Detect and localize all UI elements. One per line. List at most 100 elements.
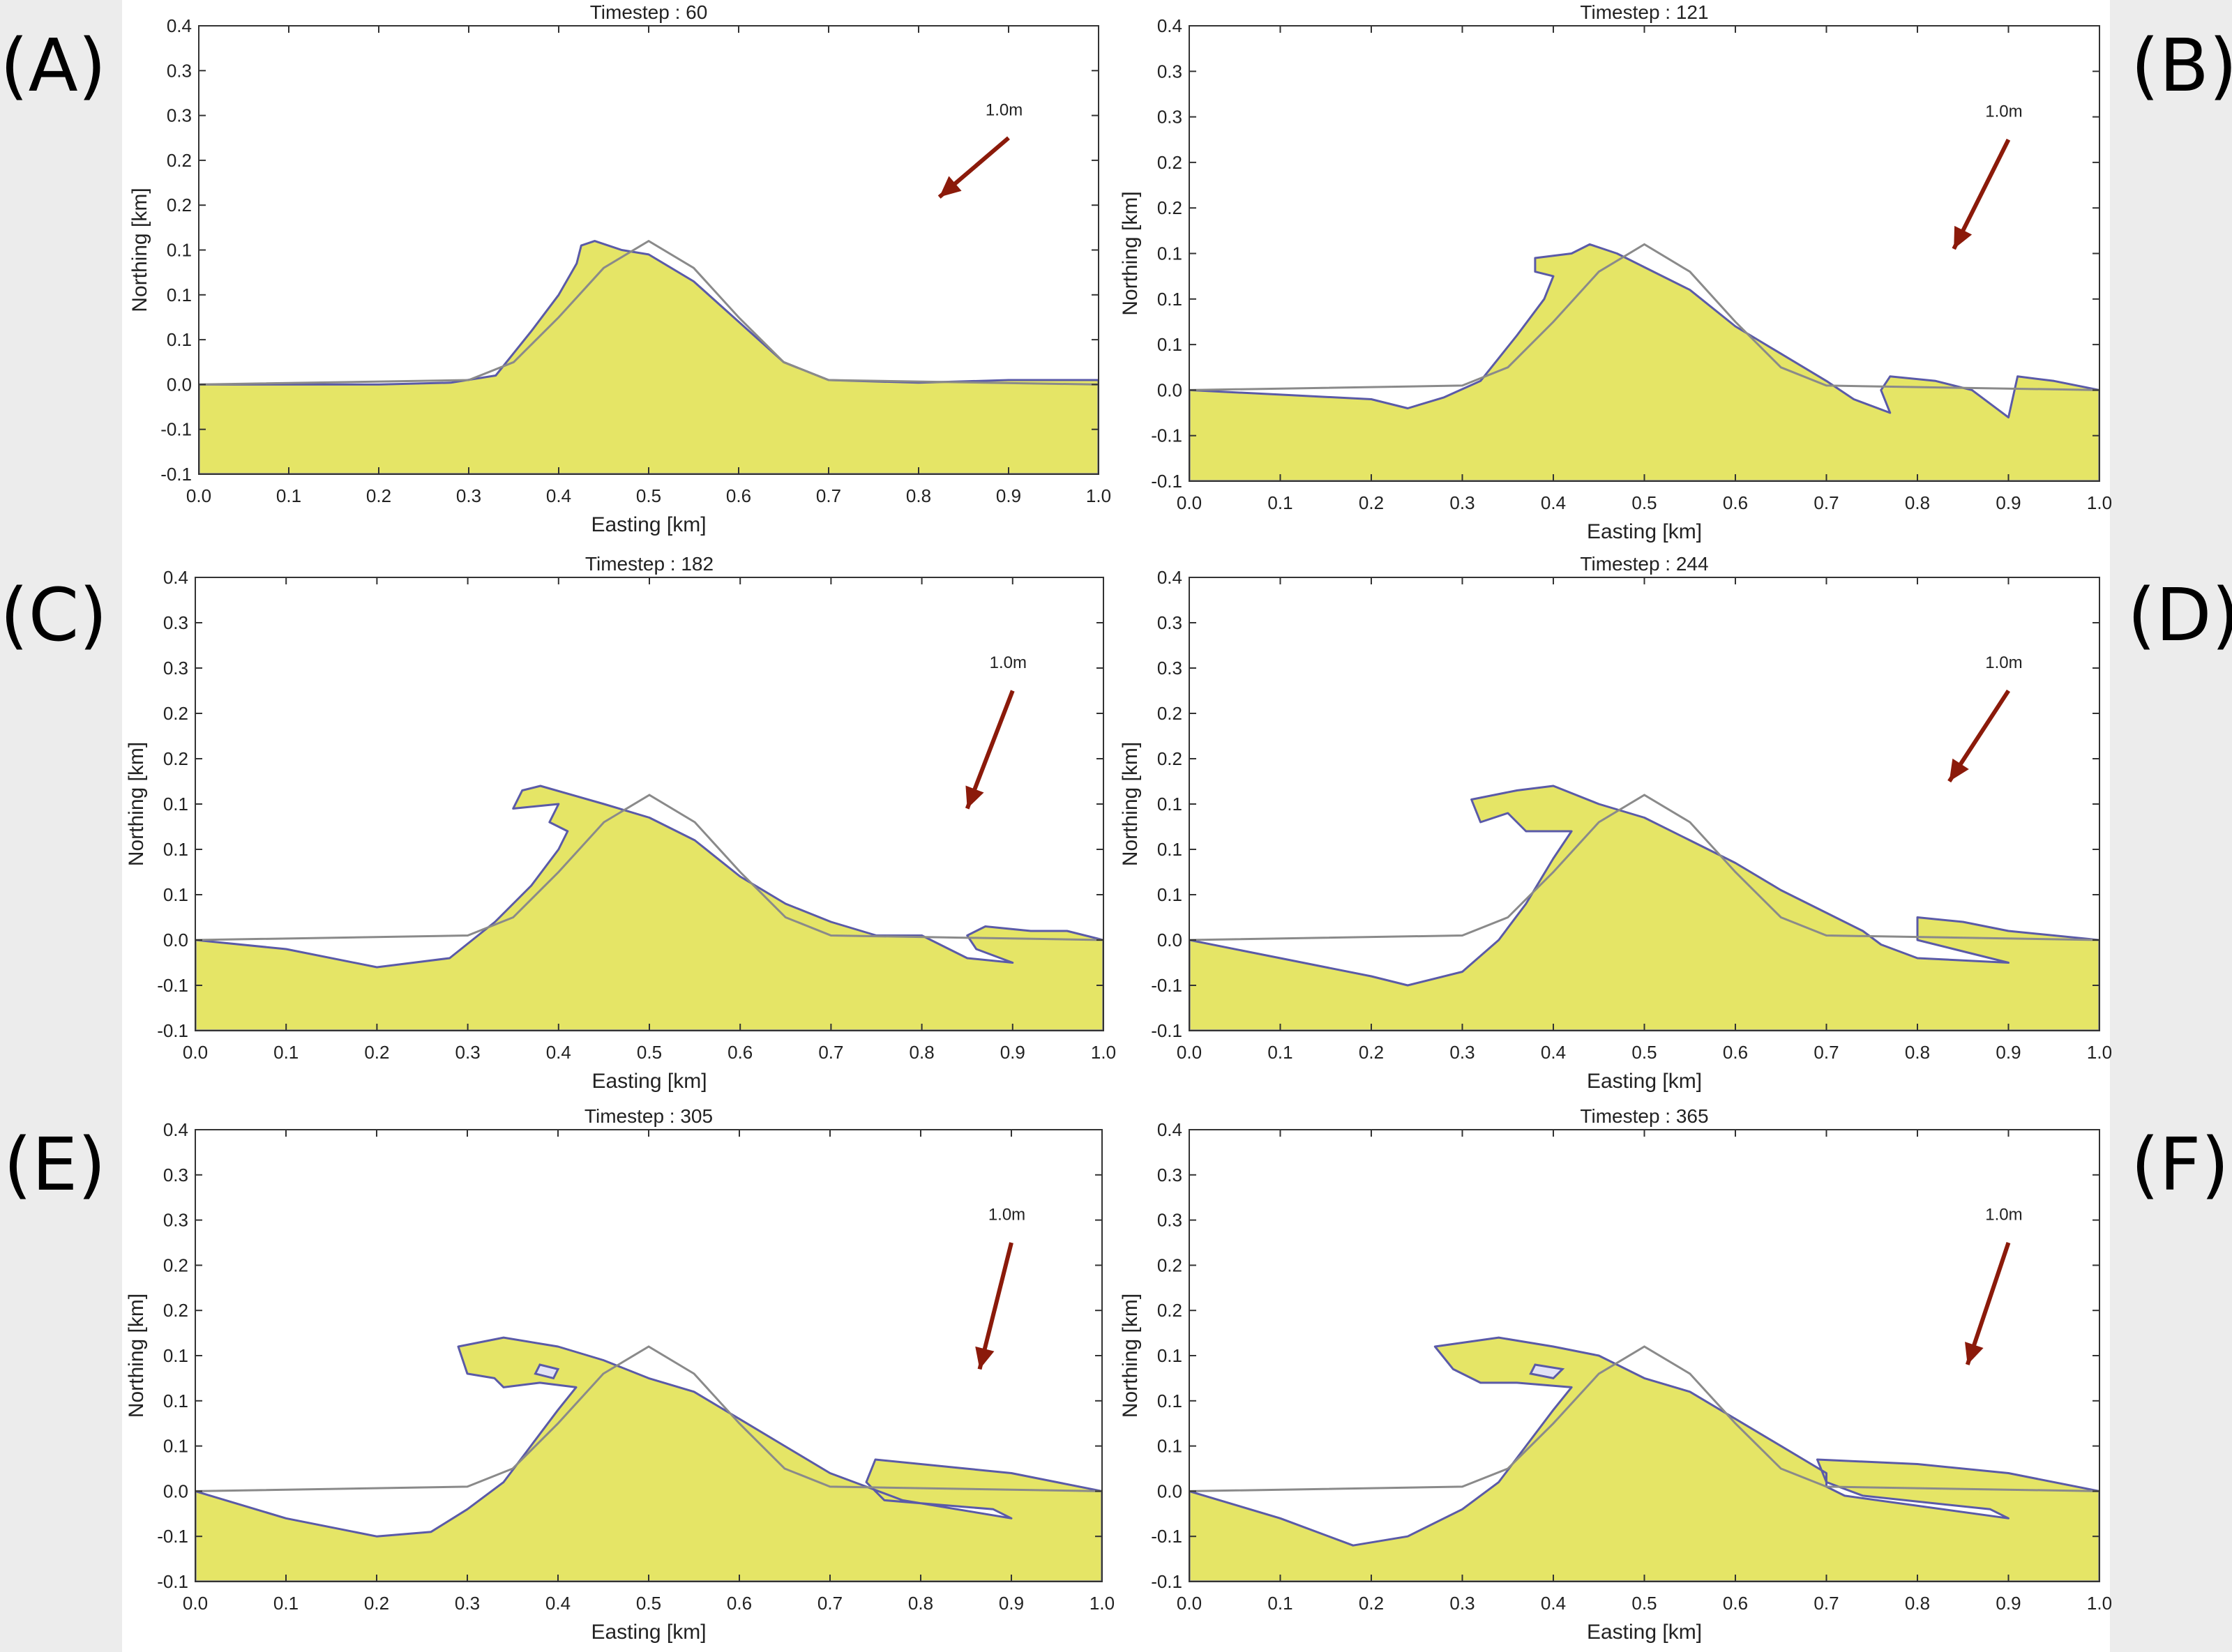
x-axis-label: Easting [km] <box>591 513 706 536</box>
y-axis-label: Northing [km] <box>1119 1294 1142 1418</box>
x-tick-label: 0.4 <box>1541 1042 1566 1063</box>
y-tick-label: 0.2 <box>1157 1255 1182 1275</box>
y-tick-label: 0.0 <box>1157 379 1182 400</box>
x-tick-label: 0.5 <box>636 1593 661 1614</box>
x-tick-label: 0.5 <box>637 1042 662 1063</box>
x-axis-label: Easting [km] <box>1587 1070 1702 1093</box>
x-tick-label: 0.4 <box>546 1042 571 1063</box>
y-tick-label: 0.1 <box>163 1436 188 1457</box>
plot-area <box>1189 243 2099 481</box>
y-tick-label: 0.2 <box>163 703 188 724</box>
y-tick-label: 0.1 <box>163 1345 188 1366</box>
x-tick-label: 0.8 <box>910 1042 935 1063</box>
y-tick-label: 0.1 <box>167 240 192 261</box>
y-tick-label: 0.3 <box>167 105 192 126</box>
y-tick-label: 0.1 <box>1157 334 1182 355</box>
y-tick-label: 0.4 <box>1157 567 1182 588</box>
chart-panel: 0.0 0.1 0.2 0.3 0.4 0.5 0.6 0.7 0.8 0.9 1.0 -0.1 -0.… <box>125 1105 1115 1644</box>
y-tick-label: -0.1 <box>157 1020 188 1041</box>
x-tick-label: 0.0 <box>1177 1593 1202 1614</box>
y-tick-label: 0.1 <box>163 1390 188 1411</box>
x-tick-label: 0.6 <box>1723 1042 1748 1063</box>
y-tick-label: 0.1 <box>1157 884 1182 905</box>
water-body <box>195 785 1103 1031</box>
x-tick-label: 1.0 <box>1089 1593 1115 1614</box>
x-tick-label: 0.1 <box>1267 1593 1292 1614</box>
x-axis-label: Easting [km] <box>591 1621 706 1644</box>
chart-panel: 0.0 0.1 0.2 0.3 0.4 0.5 0.6 0.7 0.8 0.9 1.0 -0.1 -0.… <box>1119 553 2112 1093</box>
x-tick-label: 0.7 <box>1814 492 1839 513</box>
y-tick-label: 0.1 <box>163 884 188 905</box>
x-tick-label: 0.9 <box>996 485 1021 506</box>
y-tick-label: -0.1 <box>157 1571 188 1592</box>
y-tick-label: 0.3 <box>167 60 192 81</box>
chart-title: Timestep : 365 <box>1580 1105 1708 1127</box>
x-tick-label: 0.1 <box>273 1593 299 1614</box>
y-tick-label: 0.1 <box>1157 243 1182 264</box>
air-pocket <box>534 1363 560 1380</box>
scale-label: 1.0m <box>1985 1206 2022 1225</box>
y-tick-label: 0.4 <box>167 15 192 36</box>
y-tick-label: 0.2 <box>167 150 192 171</box>
y-tick-label: 0.3 <box>163 658 188 679</box>
y-tick-label: 0.4 <box>1157 15 1182 36</box>
x-tick-label: 0.0 <box>1177 492 1202 513</box>
y-tick-label: 0.0 <box>1157 1480 1182 1501</box>
y-axis-label: Northing [km] <box>125 1294 148 1418</box>
x-tick-label: 0.3 <box>1449 492 1475 513</box>
x-tick-label: 0.8 <box>906 485 931 506</box>
y-tick-label: 0.2 <box>163 748 188 769</box>
x-tick-label: 0.9 <box>1996 1042 2021 1063</box>
x-tick-label: 0.2 <box>364 1042 389 1063</box>
x-tick-label: 0.5 <box>1631 492 1657 513</box>
y-tick-label: 0.4 <box>163 567 188 588</box>
y-tick-label: 0.0 <box>163 930 188 950</box>
x-tick-label: 0.6 <box>727 1593 752 1614</box>
water-body <box>195 1336 1102 1582</box>
plot-area <box>195 1336 1102 1582</box>
x-tick-label: 0.6 <box>1723 1593 1748 1614</box>
x-axis-label: Easting [km] <box>591 1070 707 1093</box>
y-tick-label: -0.1 <box>1151 1020 1182 1041</box>
plot-area <box>1189 785 2099 1031</box>
y-tick-label: 0.0 <box>167 374 192 395</box>
y-tick-label: 0.0 <box>1157 930 1182 950</box>
y-tick-label: -0.1 <box>1151 425 1182 446</box>
x-tick-label: 0.6 <box>726 485 751 506</box>
panel-label: (F) <box>2131 1122 2229 1207</box>
y-tick-label: 0.4 <box>163 1119 188 1140</box>
y-tick-label: 0.3 <box>1157 612 1182 633</box>
x-tick-label: 0.2 <box>1359 492 1384 513</box>
y-tick-label: 0.3 <box>1157 107 1182 128</box>
x-axis-label: Easting [km] <box>1587 520 1702 543</box>
panel-label: (C) <box>0 573 107 658</box>
panel-label: (A) <box>0 23 107 108</box>
x-tick-label: 0.8 <box>1905 1042 1930 1063</box>
y-tick-label: 0.3 <box>163 612 188 633</box>
y-tick-label: 0.1 <box>1157 1390 1182 1411</box>
initial-surface-line <box>195 794 1103 941</box>
panel-label: (E) <box>3 1122 106 1207</box>
y-tick-label: 0.2 <box>1157 1300 1182 1321</box>
chart-title: Timestep : 121 <box>1580 1 1708 23</box>
x-tick-label: 0.5 <box>1631 1593 1657 1614</box>
x-tick-label: 0.2 <box>1359 1042 1384 1063</box>
x-tick-label: 0.0 <box>183 1042 208 1063</box>
initial-surface-line <box>195 1345 1102 1492</box>
x-tick-label: 0.3 <box>1449 1593 1475 1614</box>
y-tick-label: 0.2 <box>1157 748 1182 769</box>
x-tick-label: 0.7 <box>1814 1593 1839 1614</box>
panel-label: (D) <box>2127 573 2232 658</box>
y-tick-label: 0.1 <box>1157 289 1182 310</box>
chart-panel: 0.0 0.1 0.2 0.3 0.4 0.5 0.6 0.7 0.8 0.9 1.0 -0.1 -0.… <box>128 1 1111 536</box>
y-tick-label: 0.1 <box>1157 794 1182 814</box>
y-axis-label: Northing [km] <box>125 742 148 866</box>
scale-label: 1.0m <box>1985 653 2022 672</box>
y-tick-label: -0.1 <box>1151 1571 1182 1592</box>
x-tick-label: 0.5 <box>636 485 661 506</box>
x-tick-label: 0.7 <box>1814 1042 1839 1063</box>
x-tick-label: 0.2 <box>366 485 391 506</box>
y-tick-label: 0.2 <box>163 1300 188 1321</box>
y-tick-label: 0.3 <box>1157 1210 1182 1231</box>
